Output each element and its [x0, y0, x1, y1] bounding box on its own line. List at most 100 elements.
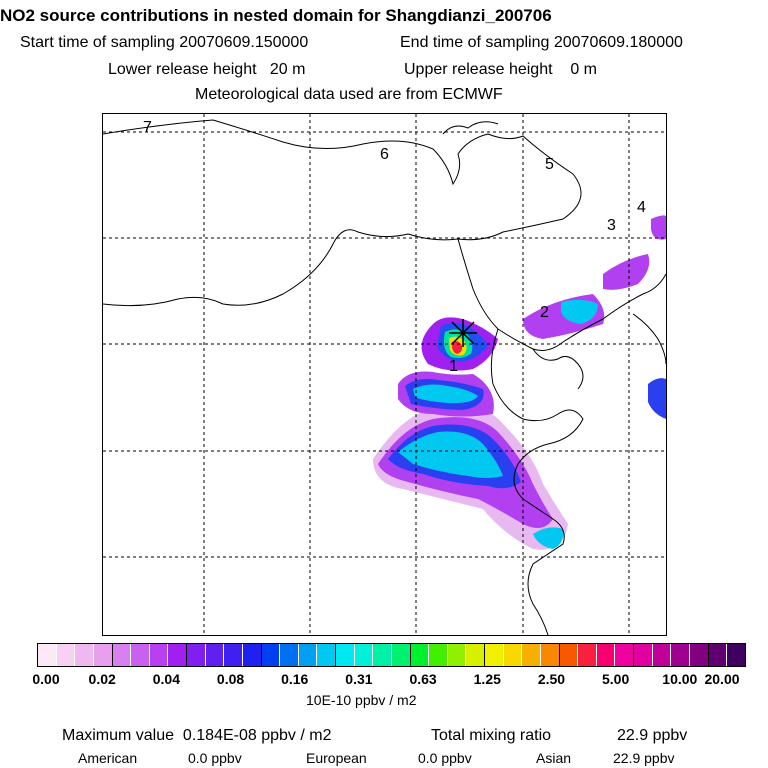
color-scale-segment	[578, 644, 597, 666]
color-scale-tick-label: 0.00	[32, 671, 60, 687]
color-scale-tick-label: 0.04	[152, 671, 180, 687]
plume-ne2	[603, 254, 650, 290]
color-scale-tick-label: 0.08	[216, 671, 245, 687]
plume-edge-4	[651, 215, 666, 240]
asian-value: 22.9 ppbv	[613, 750, 675, 766]
upper-release-height: Upper release height 0 m	[404, 61, 597, 79]
region-label-4: 4	[637, 199, 646, 216]
max-value-label: Maximum value	[62, 727, 175, 744]
color-scale-segment	[280, 644, 299, 666]
color-scale-segment	[336, 644, 355, 666]
color-scale-segment	[317, 644, 336, 666]
map-canvas: 1 2 3 4 5 6 7	[103, 114, 666, 635]
lower-height-label: Lower release height	[108, 61, 257, 78]
concentration-plume	[373, 215, 666, 550]
max-value-number: 0.184E-08 ppbv / m2	[182, 727, 332, 744]
plume-cyan	[398, 431, 503, 478]
color-scale-segment	[615, 644, 634, 666]
color-scale-segment	[671, 644, 690, 666]
map-panel: 1 2 3 4 5 6 7	[102, 113, 667, 636]
max-value: Maximum value 0.184E-08 ppbv / m2	[62, 727, 331, 745]
coast-bohai	[457, 238, 666, 351]
color-scale-segment	[559, 644, 579, 666]
color-scale-segment	[652, 644, 672, 666]
color-scale-segment	[522, 644, 541, 666]
upper-height-label: Upper release height	[404, 61, 553, 78]
color-scale-segment	[168, 644, 187, 666]
plot-title: NO2 source contributions in nested domai…	[0, 6, 552, 25]
total-mixing-ratio: Total mixing ratio	[431, 727, 551, 745]
color-scale-segment	[112, 644, 132, 666]
color-scale-segment	[205, 644, 225, 666]
color-scale-segment	[596, 644, 616, 666]
start-time: Start time of sampling 20070609.150000	[20, 34, 308, 52]
total-mixing-value: 22.9 ppbv	[617, 727, 688, 744]
region-label-2: 2	[540, 304, 549, 321]
station-marker	[449, 319, 477, 347]
region-label-7: 7	[143, 119, 152, 136]
american-value: 0.0 ppbv	[188, 750, 242, 766]
color-scale-segment	[391, 644, 411, 666]
color-scale-tick-label: 0.31	[345, 671, 373, 687]
coast-liaodong	[532, 348, 584, 390]
color-scale-tick-label: 20.00	[704, 671, 740, 687]
color-scale-segment	[149, 644, 169, 666]
plume-ne-cyan	[561, 299, 598, 324]
color-scale-segment	[56, 644, 76, 666]
color-scale-segment	[373, 644, 392, 666]
color-scale-tick-label: 0.16	[281, 671, 309, 687]
lower-height-value: 20 m	[269, 61, 306, 78]
region-label-6: 6	[380, 146, 389, 163]
total-mixing-label: Total mixing ratio	[431, 727, 552, 744]
color-scale-segment	[187, 644, 206, 666]
start-time-label: Start time of sampling	[20, 34, 175, 51]
color-scale-segment	[131, 644, 150, 666]
color-scale-segment	[447, 644, 467, 666]
map-grid	[103, 114, 666, 635]
coastlines	[103, 119, 666, 635]
european-value: 0.0 ppbv	[418, 750, 472, 766]
color-scale-segment	[93, 644, 113, 666]
european-label: European	[306, 750, 367, 766]
plume-mid-cyan	[413, 384, 478, 404]
american-label: American	[78, 750, 138, 766]
color-scale-segment	[242, 644, 262, 666]
color-scale-tick-label: 1.25	[473, 671, 501, 687]
plume-se	[533, 527, 564, 549]
region-labels: 1 2 3 4 5 6 7	[143, 119, 646, 375]
end-time-label: End time of sampling	[400, 34, 550, 51]
asian-label: Asian	[536, 750, 572, 766]
color-scale-segment	[410, 644, 430, 666]
color-scale-segment	[634, 644, 653, 666]
color-scale-units: 10E-10 ppbv / m2	[306, 692, 417, 708]
color-scale-segment	[38, 644, 57, 666]
coast-shandong	[490, 328, 584, 635]
color-scale-segment	[75, 644, 94, 666]
start-time-value: 20070609.150000	[179, 34, 309, 51]
color-scale-segment	[689, 644, 709, 666]
color-scale-segment	[298, 644, 318, 666]
met-data-line: Meteorological data used are from ECMWF	[195, 86, 503, 103]
color-scale-segment	[708, 644, 728, 666]
color-scale-tick-label: 2.50	[537, 671, 566, 687]
color-scale-segment	[540, 644, 560, 666]
lower-release-height: Lower release height 20 m	[108, 61, 305, 79]
color-scale-tick-label: 0.63	[409, 671, 437, 687]
end-time-value: 20070609.180000	[553, 34, 683, 51]
color-scale-segment	[503, 644, 523, 666]
color-scale-segment	[354, 644, 374, 666]
color-scale-tick-label: 0.02	[88, 671, 116, 687]
color-scale-tick-label: 10.00	[662, 671, 698, 687]
color-scale-segment	[261, 644, 281, 666]
color-scale-tick-label: 5.00	[602, 671, 630, 687]
border-line-1	[103, 119, 582, 307]
coast-korea	[632, 313, 666, 365]
color-scale-segment	[466, 644, 485, 666]
region-label-3: 3	[607, 217, 616, 234]
end-time: End time of sampling 20070609.180000	[400, 34, 683, 52]
plume-edge-east	[648, 378, 666, 419]
color-scale-segment	[429, 644, 448, 666]
color-scale-segment	[485, 644, 504, 666]
color-scale-bar	[37, 643, 746, 667]
region-label-1: 1	[449, 358, 458, 375]
